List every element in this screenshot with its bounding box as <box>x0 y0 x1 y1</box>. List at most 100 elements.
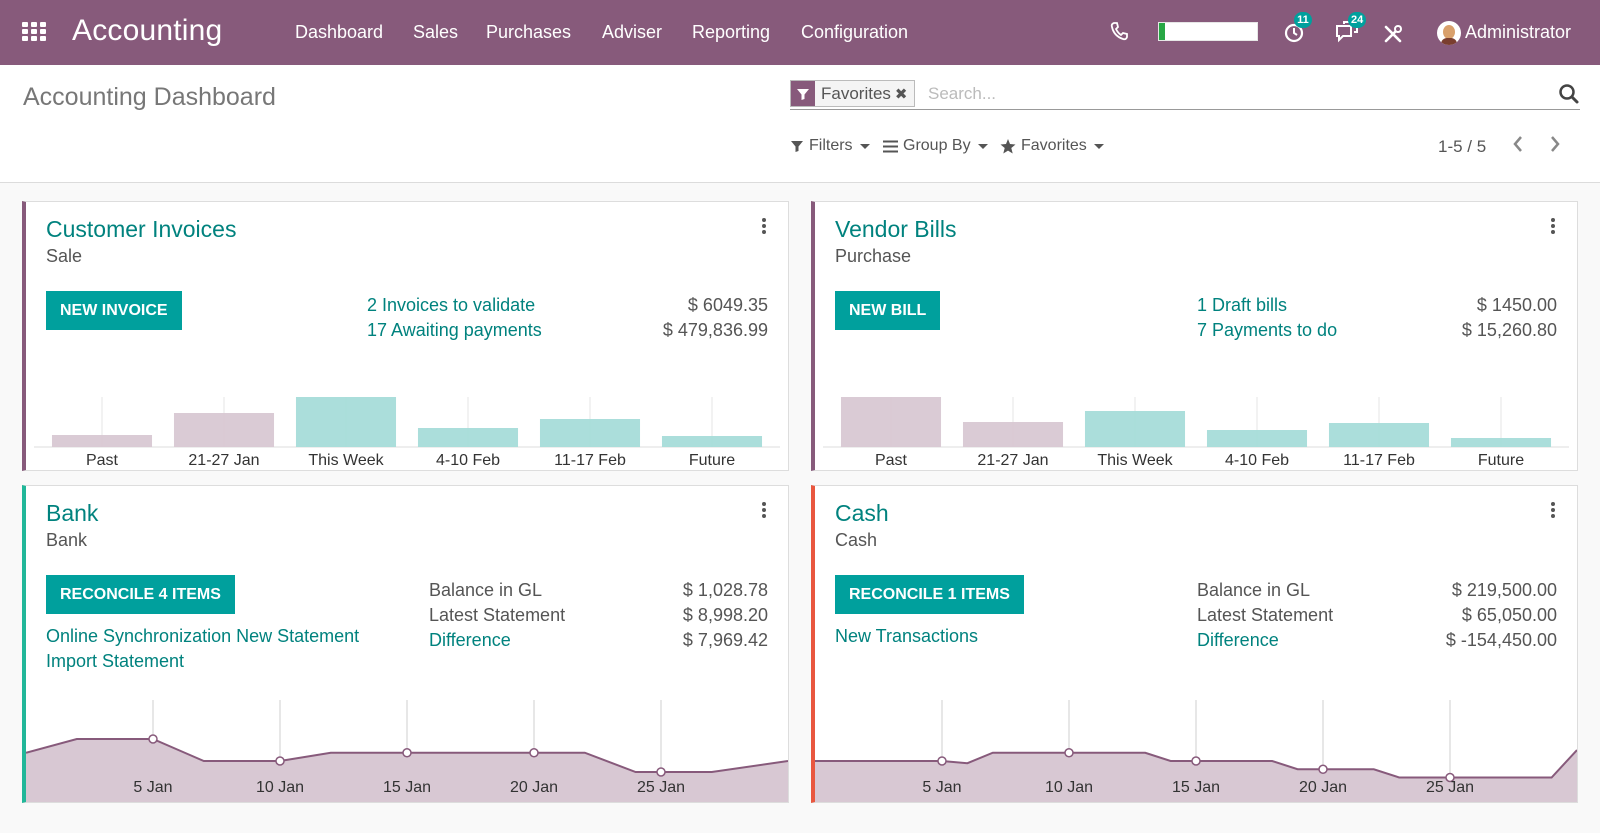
user-menu[interactable]: Administrator <box>1465 22 1571 43</box>
menu-reporting[interactable]: Reporting <box>692 22 770 43</box>
filters-dropdown[interactable]: Filters <box>790 137 870 155</box>
reconcile-button[interactable]: RECONCILE 4 ITEMS <box>46 575 235 614</box>
groupby-dropdown[interactable]: Group By <box>883 137 988 155</box>
new-invoice-button[interactable]: NEW INVOICE <box>46 291 182 330</box>
awaiting-payments-amount: $ 479,836.99 <box>663 320 768 341</box>
invoices-to-validate-link[interactable]: 2 Invoices to validate <box>367 295 535 316</box>
invoices-bar-chart[interactable]: Past 21-27 Jan This Week 4-10 Feb 11-17 Feb F… <box>26 385 788 470</box>
card-options-icon[interactable] <box>1551 502 1555 518</box>
menu-dashboard[interactable]: Dashboard <box>295 22 383 43</box>
chart-point[interactable] <box>1065 749 1073 757</box>
chart-tick-label: Past <box>86 452 119 469</box>
apps-menu-icon[interactable] <box>22 22 48 42</box>
chart-point[interactable] <box>530 749 538 757</box>
new-bill-button[interactable]: NEW BILL <box>835 291 940 330</box>
search-icon[interactable] <box>1558 83 1580 110</box>
chart-bar[interactable] <box>841 397 941 447</box>
favorites-dropdown[interactable]: Favorites <box>1000 137 1104 155</box>
online-sync-link[interactable]: Online Synchronization New Statement <box>46 626 359 647</box>
journal-title[interactable]: Customer Invoices <box>46 216 236 243</box>
menu-sales[interactable]: Sales <box>413 22 458 43</box>
chart-bar[interactable] <box>1451 438 1551 447</box>
chart-tick-label: 4-10 Feb <box>1225 452 1289 469</box>
page-title: Accounting Dashboard <box>23 83 276 112</box>
debug-tools-icon[interactable] <box>1383 24 1403 54</box>
chart-bar[interactable] <box>174 413 274 447</box>
latest-statement-amount: $ 65,050.00 <box>1462 605 1557 626</box>
chart-point[interactable] <box>1192 757 1200 765</box>
balance-gl-amount: $ 1,028.78 <box>683 580 768 601</box>
search-facet[interactable]: Favorites ✖ <box>790 80 915 107</box>
chart-tick-label: 21-27 Jan <box>977 452 1048 469</box>
menu-purchases[interactable]: Purchases <box>486 22 571 43</box>
activity-count-badge: 11 <box>1294 12 1312 28</box>
payments-to-do-link[interactable]: 7 Payments to do <box>1197 320 1337 341</box>
chart-bar[interactable] <box>963 422 1063 447</box>
difference-link[interactable]: Difference <box>1197 630 1279 651</box>
pager-previous-icon[interactable] <box>1512 135 1524 159</box>
bills-bar-chart[interactable]: Past 21-27 Jan This Week 4-10 Feb 11-17 Feb F… <box>815 385 1577 470</box>
list-icon <box>883 140 898 153</box>
chart-tick-label: This Week <box>1097 452 1173 469</box>
chart-tick-label: 25 Jan <box>637 779 685 796</box>
journal-title[interactable]: Bank <box>46 500 98 527</box>
balance-gl-label: Balance in GL <box>1197 580 1310 601</box>
chart-bar[interactable] <box>52 435 152 447</box>
cash-balance-chart[interactable]: 5 Jan 10 Jan 15 Jan 20 Jan 25 Jan <box>815 692 1577 802</box>
bank-balance-chart[interactable]: 5 Jan 10 Jan 15 Jan 20 Jan 25 Jan <box>26 692 788 802</box>
remove-facet-icon[interactable]: ✖ <box>895 85 914 103</box>
activity-icon[interactable]: 11 <box>1284 18 1306 48</box>
phone-icon[interactable] <box>1110 21 1128 51</box>
reconcile-button[interactable]: RECONCILE 1 ITEMS <box>835 575 1024 614</box>
messages-icon[interactable]: 24 <box>1334 18 1360 48</box>
card-options-icon[interactable] <box>1551 218 1555 234</box>
chart-bar[interactable] <box>1329 423 1429 447</box>
draft-bills-link[interactable]: 1 Draft bills <box>1197 295 1287 316</box>
search-bar: Favorites ✖ <box>790 80 1580 110</box>
pager-next-icon[interactable] <box>1549 135 1561 159</box>
chart-bar[interactable] <box>1207 430 1307 447</box>
journal-type: Sale <box>46 246 82 267</box>
latest-statement-label: Latest Statement <box>429 605 565 626</box>
balance-gl-amount: $ 219,500.00 <box>1452 580 1557 601</box>
user-avatar[interactable] <box>1437 21 1461 45</box>
balance-gl-label: Balance in GL <box>429 580 542 601</box>
menu-configuration[interactable]: Configuration <box>801 22 908 43</box>
card-options-icon[interactable] <box>762 218 766 234</box>
filter-icon <box>790 139 804 153</box>
app-title[interactable]: Accounting <box>72 14 222 48</box>
chart-bar[interactable] <box>418 428 518 447</box>
chart-tick-label: This Week <box>308 452 384 469</box>
chart-point[interactable] <box>1319 765 1327 773</box>
draft-bills-amount: $ 1450.00 <box>1477 295 1557 316</box>
card-options-icon[interactable] <box>762 502 766 518</box>
journal-title[interactable]: Vendor Bills <box>835 216 956 243</box>
import-statement-link[interactable]: Import Statement <box>46 651 184 672</box>
chart-bar[interactable] <box>662 436 762 447</box>
journal-card-bank: Bank Bank RECONCILE 4 ITEMS Online Synch… <box>22 485 789 803</box>
chart-tick-label: 21-27 Jan <box>188 452 259 469</box>
new-transactions-link[interactable]: New Transactions <box>835 626 978 647</box>
chart-bar[interactable] <box>296 397 396 447</box>
chart-point[interactable] <box>657 768 665 776</box>
chart-tick-label: 15 Jan <box>1172 779 1220 796</box>
chart-point[interactable] <box>149 735 157 743</box>
chart-bar[interactable] <box>540 419 640 447</box>
menu-adviser[interactable]: Adviser <box>602 22 662 43</box>
search-input[interactable] <box>928 82 1528 106</box>
journal-title[interactable]: Cash <box>835 500 889 527</box>
journal-card-cash: Cash Cash RECONCILE 1 ITEMS New Transact… <box>811 485 1578 803</box>
chart-point[interactable] <box>403 749 411 757</box>
chart-bar[interactable] <box>1085 411 1185 447</box>
chart-tick-label: 20 Jan <box>1299 779 1347 796</box>
difference-amount: $ 7,969.42 <box>683 630 768 651</box>
chart-point[interactable] <box>938 757 946 765</box>
chart-point[interactable] <box>276 757 284 765</box>
difference-link[interactable]: Difference <box>429 630 511 651</box>
chart-tick-label: Past <box>875 452 908 469</box>
pager-value[interactable]: 1-5 / 5 <box>1438 137 1486 157</box>
groupby-label: Group By <box>903 137 971 155</box>
invoices-to-validate-amount: $ 6049.35 <box>688 295 768 316</box>
awaiting-payments-link[interactable]: 17 Awaiting payments <box>367 320 542 341</box>
payments-to-do-amount: $ 15,260.80 <box>1462 320 1557 341</box>
